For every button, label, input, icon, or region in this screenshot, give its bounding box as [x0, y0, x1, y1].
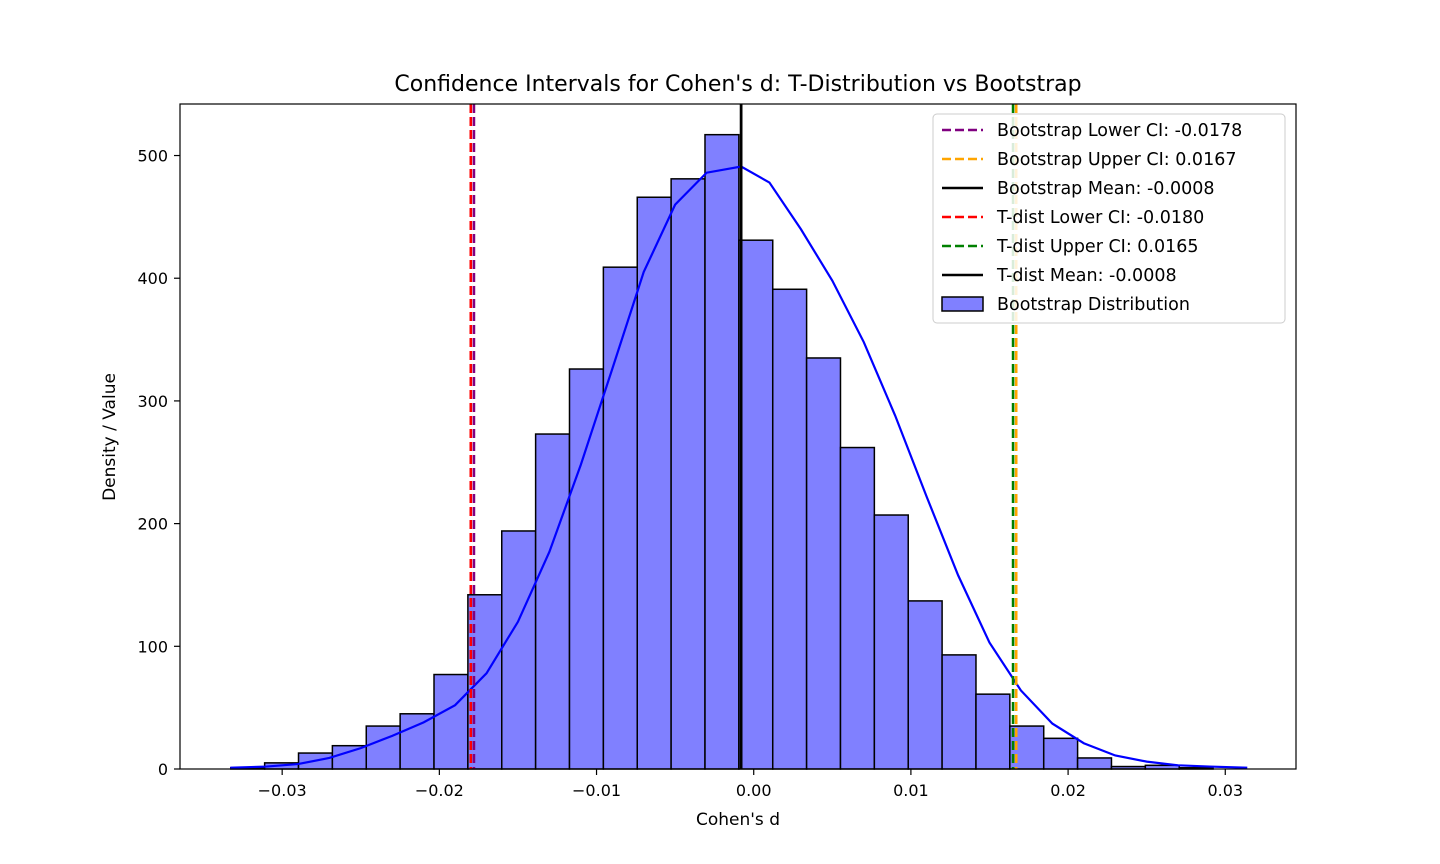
histogram-bar: [331, 744, 368, 770]
legend-entry-label: T-dist Lower CI: -0.0180: [996, 208, 1204, 228]
histogram-bar: [771, 288, 808, 770]
y-tick-label: 0: [158, 760, 168, 779]
legend-entry-label: T-dist Upper CI: 0.0165: [996, 237, 1199, 257]
histogram-bar: [636, 196, 672, 770]
y-axis: 0 100 200 300 400 500: [137, 147, 180, 779]
histogram-bar: [839, 446, 876, 770]
histogram-bar: [399, 713, 435, 770]
plot-frame: [179, 103, 1297, 770]
x-tick-label: 0.00: [736, 781, 772, 800]
x-tick-label: −0.01: [572, 781, 621, 800]
chart-title: Confidence Intervals for Cohen's d: T-Di…: [394, 72, 1081, 97]
x-tick-label: 0.02: [1050, 781, 1086, 800]
x-axis-label: Cohen's d: [696, 810, 780, 830]
histogram-bar: [941, 654, 977, 770]
y-tick-label: 100: [137, 637, 168, 656]
histogram-bar: [704, 133, 740, 770]
histogram-bar: [365, 725, 401, 770]
histogram-bar: [738, 239, 774, 770]
histogram-bar: [975, 693, 1011, 770]
plot-area: [179, 103, 1297, 770]
x-axis: −0.03 −0.02 −0.01 0.00 0.01 0.02 0.03: [258, 769, 1243, 800]
y-tick-label: 400: [137, 269, 168, 288]
legend-entry-label: Bootstrap Upper CI: 0.0167: [997, 150, 1236, 170]
histogram-bar: [805, 357, 842, 770]
y-axis-label: Density / Value: [100, 373, 120, 501]
histogram-bar: [534, 433, 571, 770]
histogram-bar: [1042, 737, 1079, 770]
histogram-bar: [907, 600, 943, 770]
histogram-bar: [1076, 757, 1113, 770]
histogram-bar: [501, 530, 537, 770]
histogram-bar: [873, 514, 909, 770]
legend-bar-swatch: [941, 296, 984, 312]
histogram-bar: [602, 266, 638, 770]
legend: Bootstrap Lower CI: -0.0178 Bootstrap Upp…: [932, 113, 1286, 324]
histogram-bar: [670, 178, 706, 770]
legend-entry-label: Bootstrap Mean: -0.0008: [997, 179, 1215, 199]
histogram-bar: [433, 673, 469, 770]
x-tick-label: −0.03: [258, 781, 307, 800]
legend-entry-label: Bootstrap Distribution: [997, 295, 1190, 315]
legend-entry-label: Bootstrap Lower CI: -0.0178: [997, 121, 1242, 141]
y-tick-label: 300: [137, 392, 168, 411]
x-tick-label: 0.01: [893, 781, 929, 800]
y-tick-label: 500: [137, 147, 168, 166]
legend-entry-label: T-dist Mean: -0.0008: [996, 266, 1177, 286]
y-tick-label: 200: [137, 515, 168, 534]
legend-box: [932, 113, 1286, 324]
x-tick-label: 0.03: [1207, 781, 1243, 800]
histogram-bar: [568, 368, 605, 770]
x-tick-label: −0.02: [415, 781, 464, 800]
